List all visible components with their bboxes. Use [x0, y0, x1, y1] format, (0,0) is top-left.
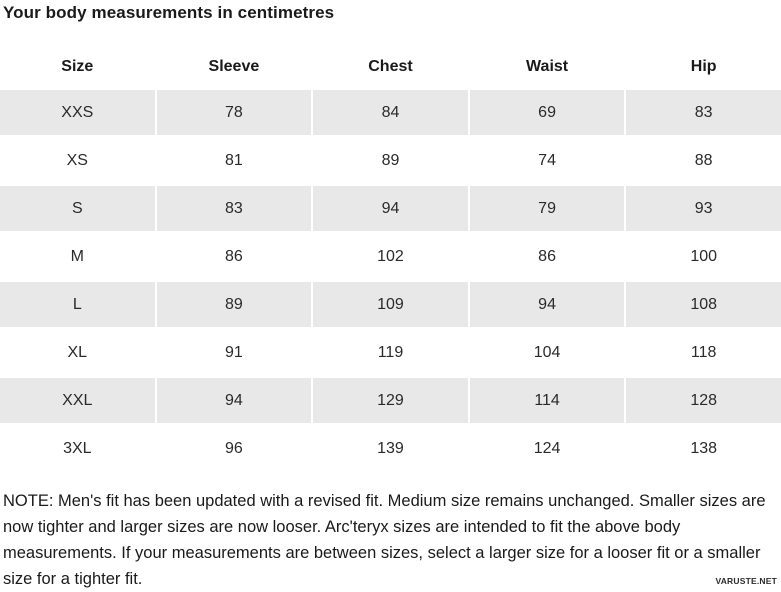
cell-size: XXS — [0, 90, 155, 135]
watermark: VARUSTE.NET — [715, 576, 777, 586]
cell-sleeve: 91 — [156, 330, 312, 375]
cell-waist: 69 — [469, 90, 625, 135]
table-row-l: L 89 109 94 108 — [0, 282, 781, 327]
cell-chest: 119 — [313, 330, 468, 375]
cell-hip: 83 — [626, 90, 781, 135]
cell-waist: 114 — [469, 378, 625, 423]
table-header-row: Size Sleeve Chest Waist Hip — [0, 57, 781, 77]
cell-size: XS — [0, 138, 155, 183]
column-header-hip: Hip — [690, 58, 717, 75]
cell-hip: 108 — [626, 282, 781, 327]
cell-sleeve: 81 — [156, 138, 312, 183]
cell-chest: 84 — [313, 90, 468, 135]
cell-sleeve: 86 — [156, 234, 312, 279]
cell-size: XXL — [0, 378, 155, 423]
cell-waist: 94 — [469, 282, 625, 327]
cell-size: S — [0, 186, 155, 231]
cell-chest: 129 — [313, 378, 468, 423]
table-row-xl: XL 91 119 104 118 — [0, 330, 781, 375]
cell-sleeve: 78 — [156, 90, 312, 135]
cell-hip: 93 — [626, 186, 781, 231]
cell-chest: 89 — [313, 138, 468, 183]
page-title: Your body measurements in centimetres — [3, 3, 335, 22]
cell-waist: 86 — [469, 234, 625, 279]
cell-waist: 104 — [469, 330, 625, 375]
cell-size: L — [0, 282, 155, 327]
cell-chest: 102 — [313, 234, 468, 279]
table-row-m: M 86 102 86 100 — [0, 234, 781, 279]
cell-waist: 74 — [469, 138, 625, 183]
column-header-size: Size — [61, 58, 94, 75]
cell-sleeve: 89 — [156, 282, 312, 327]
column-header-chest: Chest — [368, 58, 413, 75]
cell-size: 3XL — [0, 426, 155, 471]
cell-hip: 118 — [626, 330, 781, 375]
table-row-xxl: XXL 94 129 114 128 — [0, 378, 781, 423]
cell-size: XL — [0, 330, 155, 375]
table-row-s: S 83 94 79 93 — [0, 186, 781, 231]
cell-waist: 79 — [469, 186, 625, 231]
cell-hip: 100 — [626, 234, 781, 279]
cell-sleeve: 94 — [156, 378, 312, 423]
column-header-sleeve: Sleeve — [208, 58, 260, 75]
cell-hip: 138 — [626, 426, 781, 471]
cell-sleeve: 83 — [156, 186, 312, 231]
cell-chest: 139 — [313, 426, 468, 471]
cell-hip: 128 — [626, 378, 781, 423]
note-text: NOTE: Men's fit has been updated with a … — [3, 492, 766, 588]
table-row-xs: XS 81 89 74 88 — [0, 138, 781, 183]
table-row-3xl: 3XL 96 139 124 138 — [0, 426, 781, 471]
cell-size: M — [0, 234, 155, 279]
table-body: XXS 78 84 69 83 XS 81 89 74 88 S 83 94 7… — [0, 90, 781, 471]
cell-hip: 88 — [626, 138, 781, 183]
table-row-xxs: XXS 78 84 69 83 — [0, 90, 781, 135]
cell-sleeve: 96 — [156, 426, 312, 471]
column-header-waist: Waist — [526, 58, 569, 75]
measurements-table: Size Sleeve Chest Waist Hip XXS 78 84 69… — [0, 57, 781, 471]
cell-chest: 94 — [313, 186, 468, 231]
cell-waist: 124 — [469, 426, 625, 471]
cell-chest: 109 — [313, 282, 468, 327]
